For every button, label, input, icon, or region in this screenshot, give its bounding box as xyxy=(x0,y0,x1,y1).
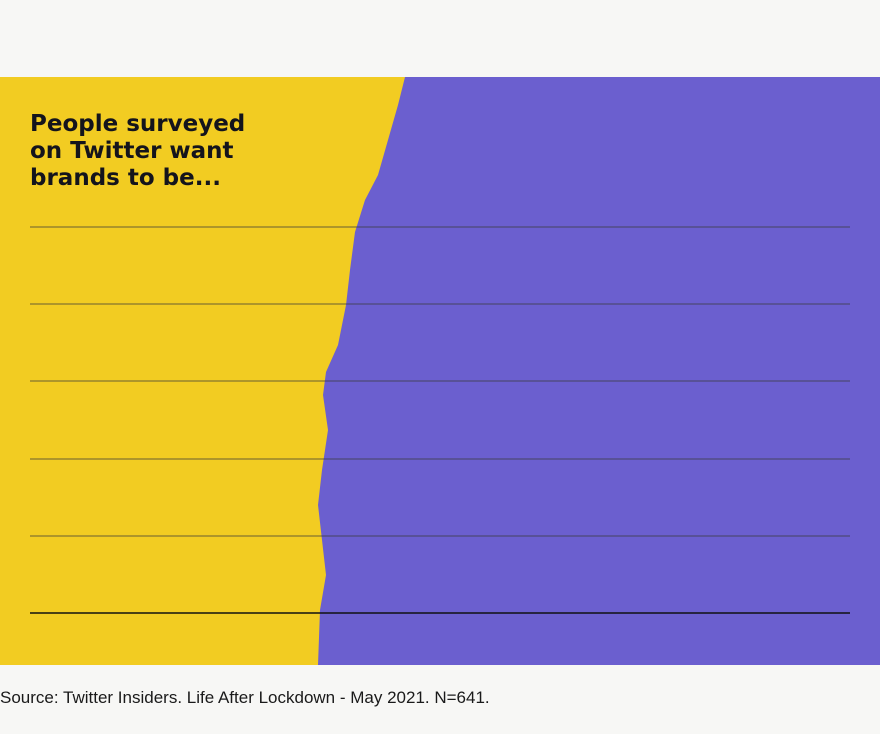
row-lines xyxy=(30,226,850,537)
source-note: Source: Twitter Insiders. Life After Loc… xyxy=(0,688,490,707)
title-line: brands to be... xyxy=(30,165,221,191)
title-line: on Twitter want xyxy=(30,138,234,164)
purple-panel xyxy=(318,77,880,665)
title-line: People surveyed xyxy=(30,111,245,137)
